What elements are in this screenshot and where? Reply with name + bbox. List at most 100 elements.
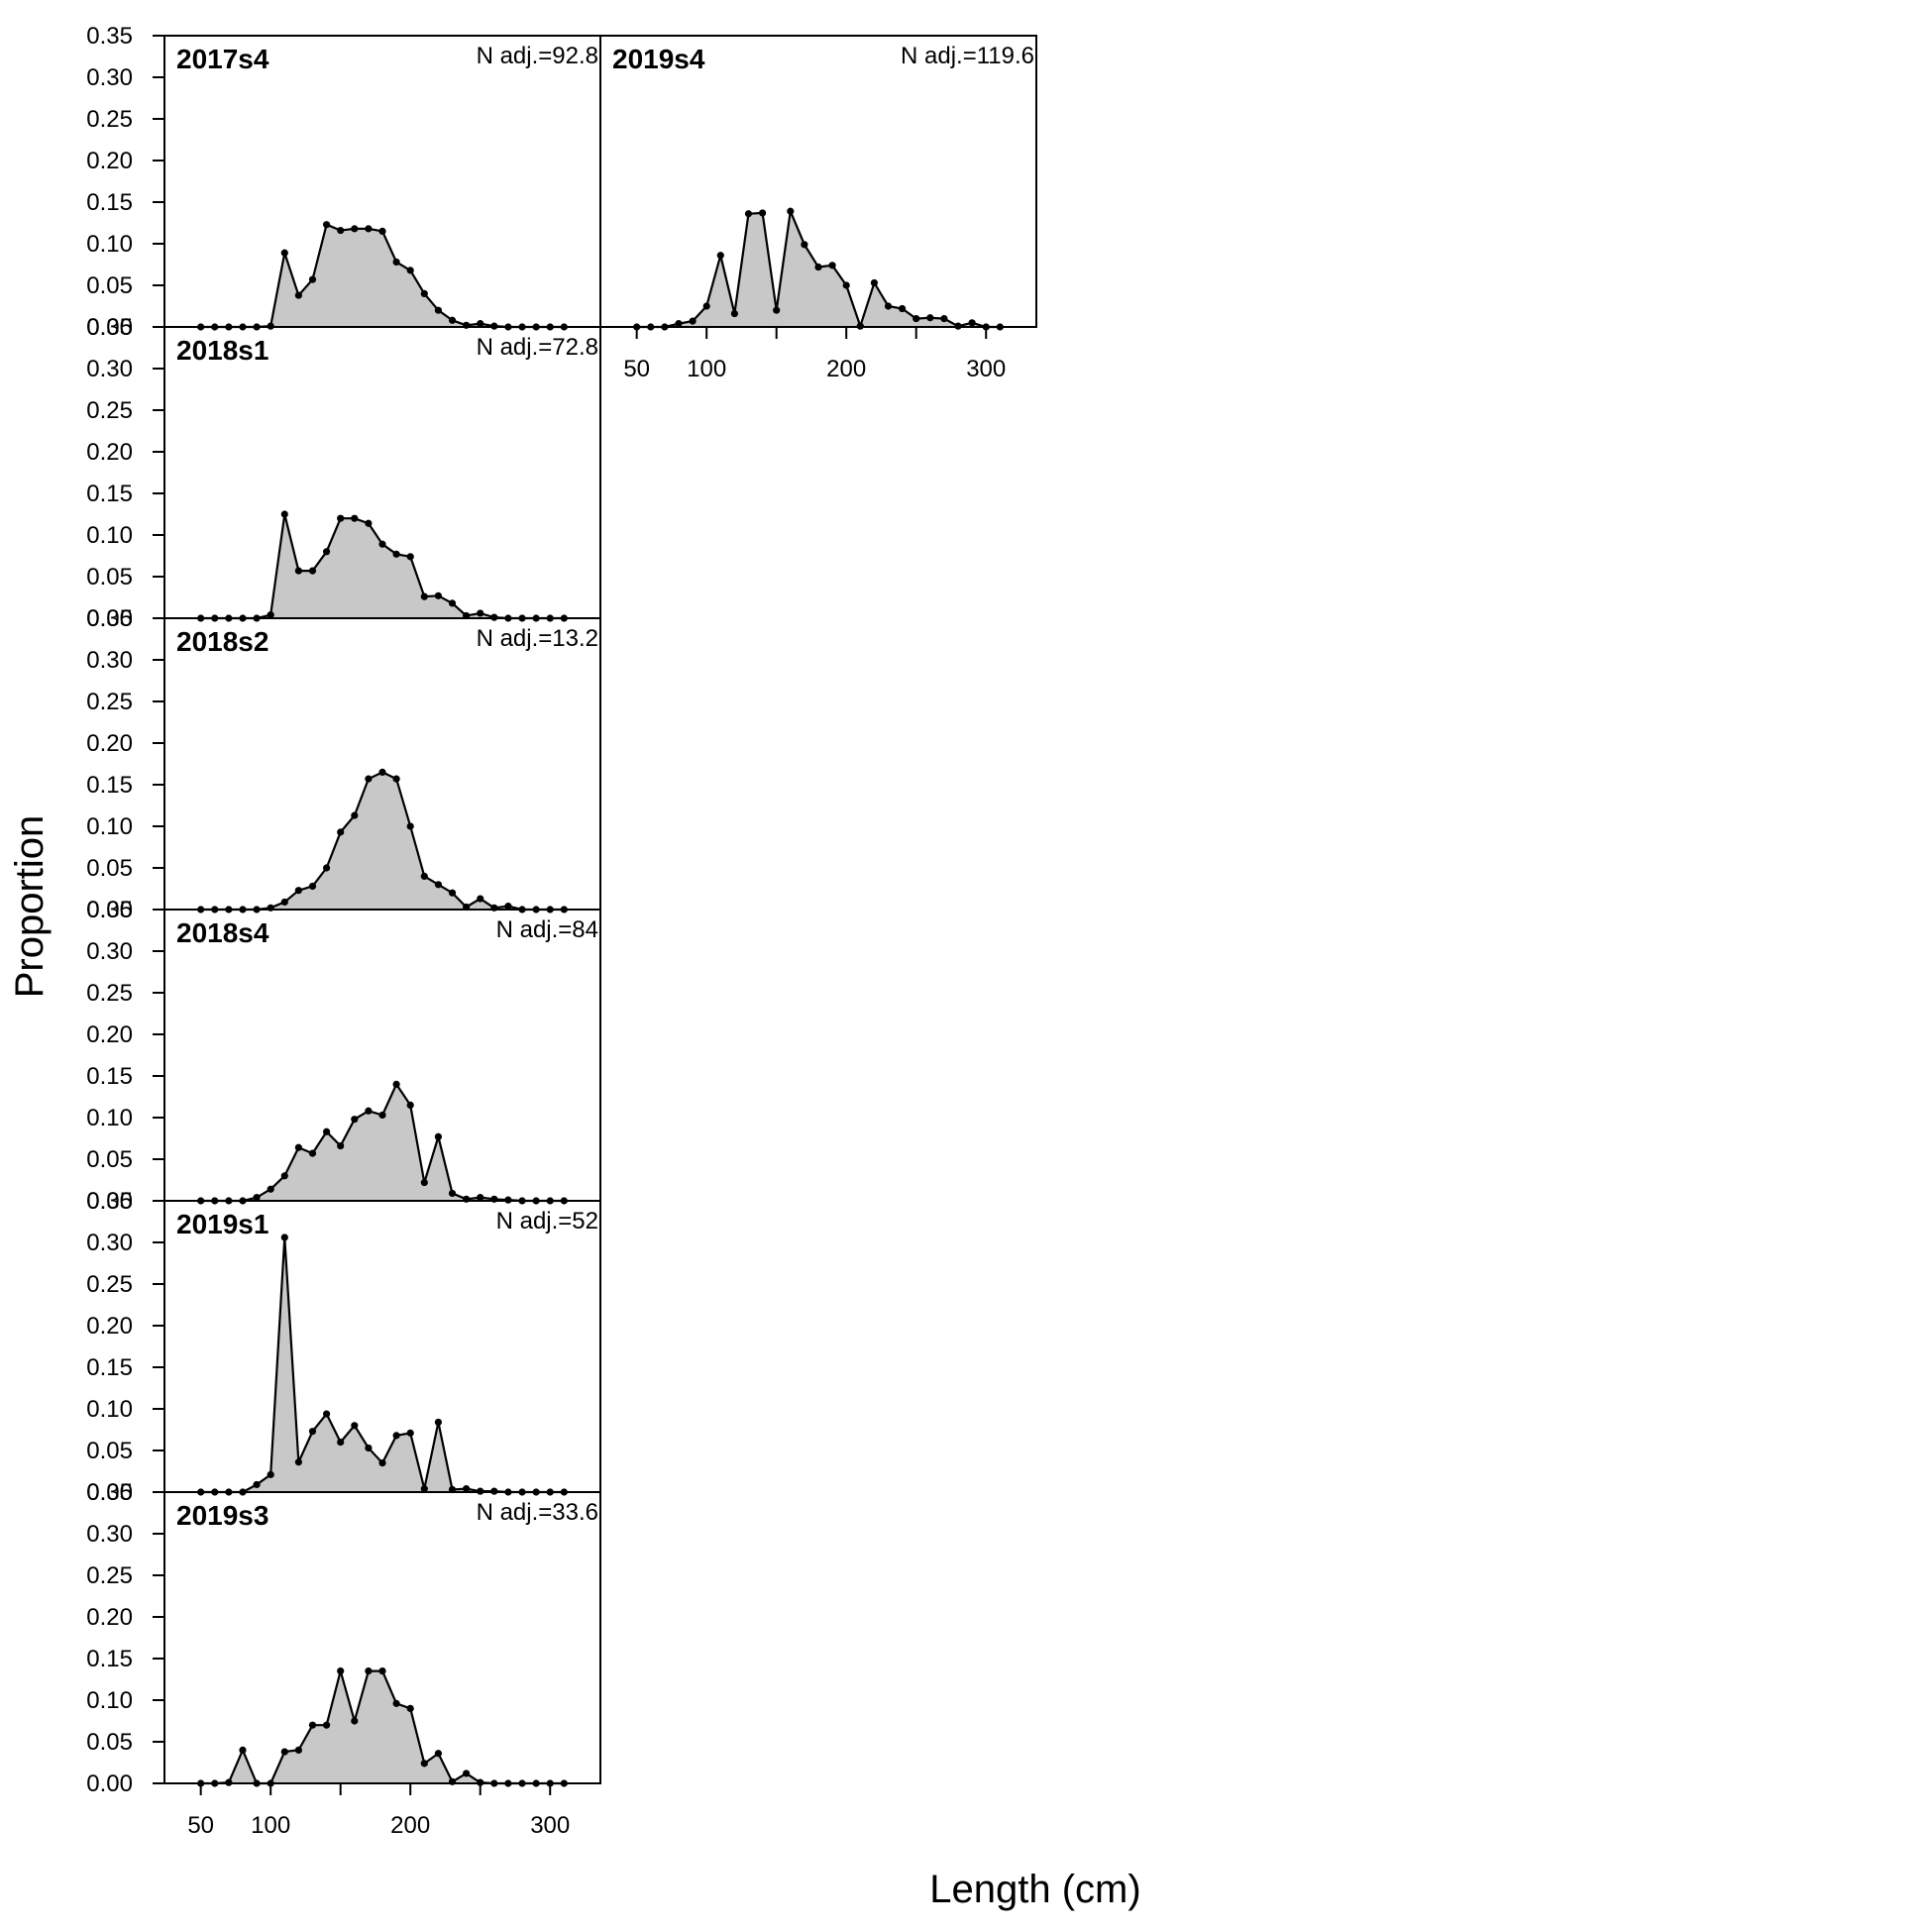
data-point-2019s4-120 [730, 309, 738, 318]
y-tick-label-2017s4-0-10: 0.10 [86, 231, 133, 258]
panel-title-2018s2: 2018s2 [176, 626, 268, 657]
data-point-2019s4-140 [758, 209, 767, 217]
y-tick-label-2018s2-0-25: 0.25 [86, 689, 133, 715]
y-tick-label-2019s3-0-15: 0.15 [86, 1646, 133, 1672]
y-tick-label-2017s4-0-35: 0.35 [86, 23, 133, 50]
data-point-2018s4-180 [378, 1111, 386, 1120]
data-point-2019s3-210 [420, 1760, 428, 1768]
data-point-2017s4-180 [378, 227, 386, 235]
y-tick-label-2019s1-0-00: 0.00 [86, 1479, 133, 1506]
data-point-2018s1-250 [477, 609, 484, 617]
y-tick-label-2017s4-0-30: 0.30 [86, 64, 133, 91]
x-tick-label-2019s4-50: 50 [623, 356, 650, 382]
data-point-2018s4-250 [477, 1194, 484, 1202]
data-point-2019s3-220 [434, 1750, 443, 1758]
y-tick-label-2018s2-0-15: 0.15 [86, 772, 133, 799]
data-point-2019s4-260 [926, 314, 934, 322]
y-tick-label-2018s2-0-20: 0.20 [86, 730, 133, 757]
x-tick-label-2019s4-100: 100 [687, 356, 726, 382]
panel-title-2017s4: 2017s4 [176, 44, 269, 74]
y-tick-label-2018s1-0-35: 0.35 [86, 314, 133, 341]
data-point-2018s4-220 [434, 1132, 443, 1140]
data-point-2019s1-110 [280, 1234, 288, 1241]
panel-2019s4: 2019s4 N adj.=119.6 50 100 200 300 [599, 35, 1037, 382]
data-point-2018s2-190 [392, 775, 400, 783]
data-point-2018s2-110 [280, 898, 288, 907]
data-point-2019s1-140 [322, 1410, 331, 1418]
data-point-2018s2-250 [477, 895, 484, 903]
data-point-2019s1-90 [253, 1480, 261, 1489]
y-tick-label-2019s3-0-35: 0.35 [86, 1479, 133, 1506]
y-tick-label-2019s1-0-05: 0.05 [86, 1438, 133, 1464]
data-point-2019s3-120 [294, 1746, 302, 1754]
y-tick-label-2018s4-0-20: 0.20 [86, 1021, 133, 1048]
y-tick-label-2019s3-0-10: 0.10 [86, 1687, 133, 1714]
x-axis-title: Length (cm) [929, 1868, 1140, 1911]
y-tick-label-2018s4-0-35: 0.35 [86, 897, 133, 923]
y-tick-label-2019s3-0-00: 0.00 [86, 1771, 133, 1797]
area-fill-2019s3 [200, 1670, 565, 1783]
data-point-2018s1-140 [322, 548, 331, 556]
y-tick-label-2018s4-0-25: 0.25 [86, 980, 133, 1007]
data-point-2019s3-110 [280, 1748, 288, 1756]
data-point-2019s4-180 [814, 263, 822, 271]
y-tick-label-2018s1-0-05: 0.05 [86, 564, 133, 590]
y-tick-label-2018s1-0-15: 0.15 [86, 481, 133, 507]
data-point-2018s1-170 [365, 519, 373, 527]
data-point-2017s4-140 [322, 221, 331, 229]
data-point-2017s4-190 [392, 258, 400, 267]
data-point-2019s3-190 [392, 1699, 400, 1707]
data-point-2018s1-100 [267, 611, 274, 619]
data-point-2019s1-130 [308, 1428, 317, 1436]
data-point-2019s4-100 [702, 302, 710, 310]
data-point-2018s1-130 [308, 567, 317, 575]
data-point-2019s1-150 [337, 1439, 345, 1447]
y-tick-label-2019s1-0-10: 0.10 [86, 1396, 133, 1423]
panel-title-2019s4: 2019s4 [612, 44, 705, 74]
data-point-2019s4-220 [870, 278, 879, 287]
n-adj-label-2018s4: N adj.=84 [496, 916, 598, 943]
area-fill-2018s2 [200, 772, 565, 910]
data-point-2019s4-250 [912, 315, 920, 323]
data-point-2017s4-160 [351, 225, 359, 233]
panel-title-2019s3: 2019s3 [176, 1500, 268, 1531]
y-tick-label-2017s4-0-20: 0.20 [86, 148, 133, 174]
y-tick-label-2018s1-0-10: 0.10 [86, 522, 133, 549]
data-point-2019s3-140 [322, 1721, 331, 1729]
data-point-2019s4-80 [675, 320, 683, 328]
y-tick-label-2018s4-0-30: 0.30 [86, 938, 133, 965]
n-adj-label-2018s1: N adj.=72.8 [477, 334, 598, 361]
data-point-2018s2-170 [365, 775, 373, 783]
y-tick-label-2019s1-0-35: 0.35 [86, 1188, 133, 1215]
y-tick-label-2017s4-0-15: 0.15 [86, 189, 133, 216]
panels-layer: 2017s4 N adj.=92.8 0.00 0.05 0.10 0.15 0.20 0.2… [86, 23, 1037, 1839]
data-point-2018s2-270 [504, 903, 512, 911]
y-tick-label-2018s2-0-00: 0.00 [86, 897, 133, 923]
y-tick-label-2018s1-0-00: 0.00 [86, 605, 133, 632]
panel-frame-2019s3 [163, 1491, 601, 1784]
data-point-2019s3-150 [337, 1667, 345, 1675]
data-point-2019s3-180 [378, 1667, 386, 1675]
data-point-2019s1-220 [434, 1418, 443, 1427]
data-point-2018s1-230 [448, 599, 457, 607]
data-point-2018s2-120 [294, 887, 302, 895]
data-point-2019s4-200 [842, 281, 850, 289]
panel-frame-2019s4 [599, 35, 1037, 328]
y-tick-label-2018s4-0-10: 0.10 [86, 1105, 133, 1131]
data-point-2018s2-230 [448, 889, 457, 897]
panel-title-2018s4: 2018s4 [176, 917, 269, 948]
data-point-2018s1-220 [434, 591, 443, 599]
y-tick-label-2017s4-0-25: 0.25 [86, 106, 133, 133]
y-tick-label-2019s1-0-20: 0.20 [86, 1313, 133, 1340]
data-point-2019s3-130 [308, 1721, 317, 1729]
y-tick-label-2019s3-0-20: 0.20 [86, 1604, 133, 1631]
data-point-2019s1-190 [392, 1432, 400, 1440]
data-point-2019s1-200 [406, 1429, 414, 1437]
data-point-2019s4-150 [773, 306, 781, 314]
data-point-2018s1-150 [337, 514, 345, 522]
y-tick-label-2018s1-0-25: 0.25 [86, 397, 133, 424]
data-point-2017s4-220 [434, 306, 443, 314]
data-point-2018s4-230 [448, 1189, 457, 1198]
x-tick-label-2019s3-50: 50 [187, 1812, 214, 1839]
